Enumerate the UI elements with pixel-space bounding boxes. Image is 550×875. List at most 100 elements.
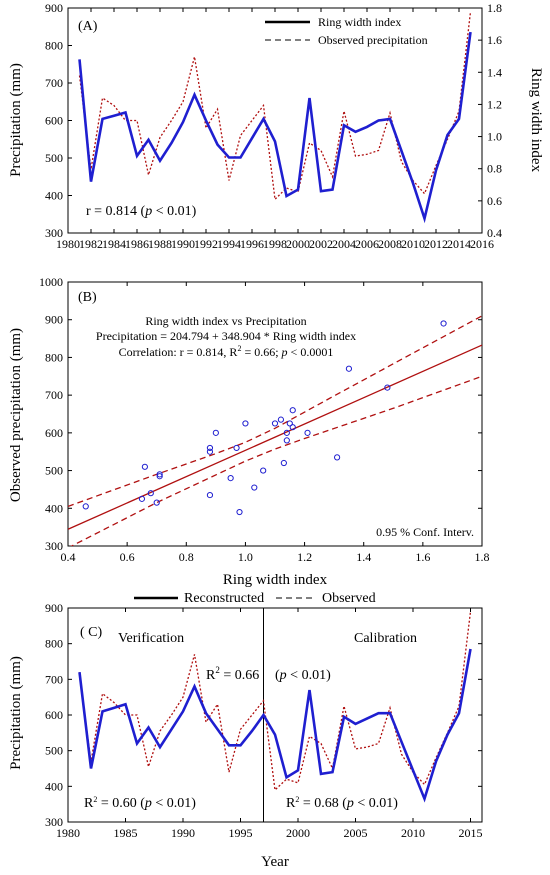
confidence-label: 0.95 % Conf. Interv. [376, 525, 474, 539]
scatter-point [277, 416, 285, 423]
scatter-point [227, 475, 234, 482]
panel-b-frame [67, 281, 483, 547]
x-tick-label: 2000 [286, 237, 310, 251]
scatter-point [82, 503, 89, 510]
x-tick-label: 1980 [56, 826, 80, 840]
x-tick-label: 2012 [424, 237, 448, 251]
calibration-label: Calibration [354, 631, 417, 646]
y-right-tick-label: 0.8 [487, 162, 502, 176]
legend-label-ring-width: Ring width index [318, 15, 401, 29]
x-tick-label: 1982 [79, 237, 103, 251]
y-right-tick-label: 1.4 [487, 65, 502, 79]
regression-line [68, 344, 482, 530]
legend-label-observed: Observed precipitation [318, 33, 428, 47]
x-tick-label: 2002 [309, 237, 333, 251]
y-right-tick-label: 1.8 [487, 1, 502, 15]
ci-lower-line [70, 375, 482, 546]
panel-a-ylabel-right: Ring width index [528, 68, 544, 173]
scatter-point [283, 437, 290, 444]
scatter-point [206, 444, 214, 452]
panel-c-ylabel: Precipitation (mm) [8, 656, 24, 770]
scatter-point [271, 420, 279, 427]
scatter-point [289, 407, 296, 414]
scatter-point [233, 444, 240, 452]
x-tick-label: 2015 [459, 826, 483, 840]
x-tick-label: 1990 [171, 237, 195, 251]
x-tick-label: 1986 [125, 237, 149, 251]
regression-title: Ring width index vs Precipitation [145, 314, 306, 328]
x-tick-label: 1996 [240, 237, 264, 251]
scatter-point [260, 467, 267, 474]
verification-label: Verification [118, 631, 184, 646]
panel-a-ylabel: Precipitation (mm) [8, 63, 24, 177]
series-observed [78, 611, 472, 792]
x-tick-label: 2005 [344, 826, 368, 840]
y-tick-label: 900 [45, 313, 63, 327]
scatter-point [304, 429, 311, 436]
r2-middle: R2 = 0.66 [206, 665, 259, 683]
x-tick-label: 1988 [148, 237, 172, 251]
y-tick-label: 300 [45, 815, 63, 829]
x-tick-label: 1980 [56, 237, 80, 251]
y-tick-label: 800 [45, 39, 63, 53]
scatter-point [345, 365, 353, 372]
scatter-point [156, 471, 163, 478]
x-tick-label: 1.4 [356, 550, 371, 564]
scatter-point [141, 463, 148, 470]
r2-verification: R2 = 0.60 (p < 0.01) [84, 795, 196, 811]
series-reconstructed [78, 648, 472, 803]
y-tick-label: 400 [45, 189, 63, 203]
x-tick-label: 1998 [263, 237, 287, 251]
panel-b: (B) 0.4 0.6 0.8 1.0 1.2 1.4 1.6 1.8 300 400 500 600… [8, 275, 490, 588]
regression-correlation: Correlation: r = 0.814, R2 = 0.66; p < 0… [119, 344, 334, 359]
legend-label-reconstructed: Reconstructed [184, 591, 264, 606]
y-right-tick-label: 1.0 [487, 130, 502, 144]
x-tick-label: 2006 [355, 237, 379, 251]
y-right-tick-label: 1.2 [487, 97, 502, 111]
y-tick-label: 700 [45, 388, 63, 402]
y-tick-label: 900 [45, 601, 63, 615]
regression-equation: Precipitation = 204.794 + 348.904 * Ring… [96, 329, 356, 343]
x-tick-label: 1995 [229, 826, 253, 840]
scatter-point [156, 473, 163, 480]
r2-calibration: R2 = 0.68 (p < 0.01) [286, 795, 398, 811]
x-tick-label: 1992 [194, 237, 218, 251]
scatter-point [283, 429, 290, 436]
x-tick-label: 2004 [332, 237, 356, 251]
y-tick-label: 500 [45, 464, 63, 478]
scatter-point [236, 508, 243, 516]
scatter-point [280, 459, 287, 467]
scatter-point [334, 454, 341, 461]
y-tick-label: 800 [45, 350, 63, 364]
panel-a-label: (A) [78, 19, 98, 34]
y-tick-label: 700 [45, 672, 63, 686]
x-tick-label: 2010 [401, 237, 425, 251]
y-tick-label: 500 [45, 151, 63, 165]
scatter-point [251, 484, 258, 491]
y-tick-label: 600 [45, 426, 63, 440]
y-tick-label: 600 [45, 114, 63, 128]
y-tick-label: 900 [45, 1, 63, 15]
y-tick-label: 400 [45, 501, 63, 515]
x-tick-label: 2016 [470, 237, 494, 251]
x-tick-label: 1990 [171, 826, 195, 840]
series-ring-width-index [78, 31, 472, 224]
scatter-point [153, 499, 160, 506]
scatter-point [289, 424, 296, 431]
x-tick-label: 2014 [447, 237, 471, 251]
y-right-tick-label: 1.6 [487, 33, 502, 47]
y-tick-label: 700 [45, 76, 63, 90]
panel-b-label: (B) [78, 290, 97, 305]
x-tick-label: 1985 [114, 826, 138, 840]
panel-c-label: ( C) [80, 625, 103, 640]
x-tick-label: 1.0 [238, 550, 253, 564]
panel-a: (A) 1980 1982 1984 1986 1988 1990 1992 1994 1996… [8, 1, 544, 251]
ci-upper-line [68, 315, 482, 508]
x-tick-label: 2000 [286, 826, 310, 840]
scatter-point [138, 495, 146, 502]
scatter-point [212, 429, 219, 436]
scatter-point [147, 490, 154, 497]
panel-b-ylabel: Observed precipitation (mm) [8, 328, 24, 502]
x-tick-label: 2010 [401, 826, 425, 840]
